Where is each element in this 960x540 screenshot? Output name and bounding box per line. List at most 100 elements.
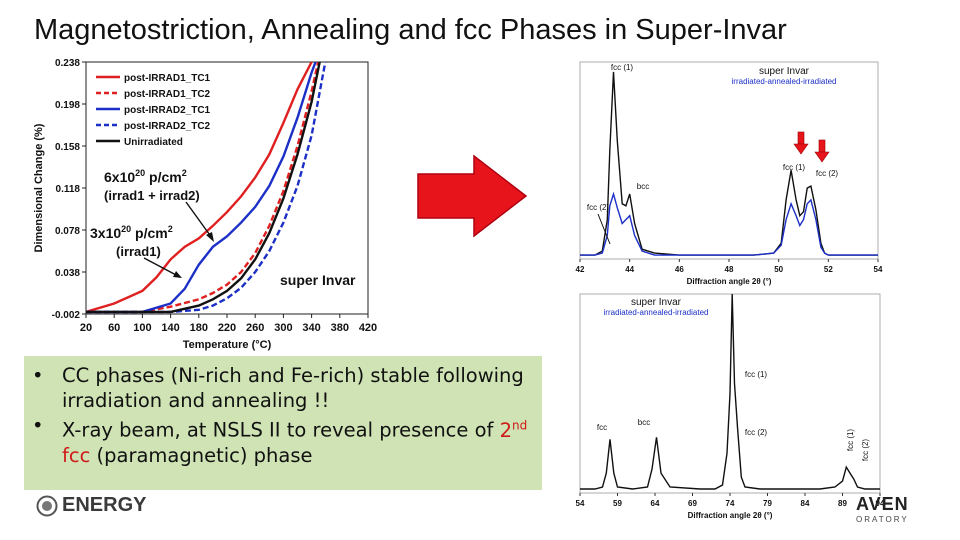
x-tick-label: 84 [801, 499, 810, 508]
dimensional-change-chart: 20 60 100 140 180 220 260 300 340 380 420-0.0020.0… [33, 58, 377, 351]
x-tick-label: 54 [576, 499, 585, 508]
annotation-part: p/cm [145, 169, 182, 185]
y-tick-label: -0.002 [52, 310, 81, 321]
x-axis-label: Temperature (°C) [183, 339, 272, 351]
x-tick-label: 100 [133, 322, 151, 334]
series-line [580, 293, 880, 490]
x-tick-label: 44 [625, 265, 634, 274]
annotation-dose-3e20: 3x1020 p/cm2 [90, 224, 173, 241]
bullet-dot: • [32, 414, 44, 437]
x-tick-label: 89 [838, 499, 847, 508]
x-tick-label: 59 [613, 499, 622, 508]
chart-title: super Invar [631, 297, 682, 308]
page-title: Magnetostriction, Annealing and fcc Phas… [34, 14, 787, 46]
x-tick-label: 54 [874, 265, 883, 274]
energy-logo-text: ENERGY [62, 494, 147, 516]
legend-label: post-IRRAD2_TC1 [124, 105, 211, 116]
peak-label: fcc (1) [611, 63, 634, 72]
x-tick-label: 380 [331, 322, 349, 334]
annotation-pointer [143, 257, 179, 277]
x-tick-label: 42 [576, 265, 585, 274]
y-tick-label: 0.118 [56, 184, 81, 195]
peak-marker-arrow-head [814, 151, 830, 163]
x-tick-label: 79 [763, 499, 772, 508]
bullet-text: X-ray beam, at NSLS II to reveal presenc… [62, 418, 528, 467]
x-tick-label: 300 [274, 322, 292, 334]
x-tick-label: 48 [725, 265, 734, 274]
peak-marker-arrow [818, 139, 826, 153]
x-tick-label: 260 [246, 322, 264, 334]
x-axis-label: Diffraction angle 2θ (°) [687, 277, 772, 286]
legend-label: post-IRRAD2_TC2 [124, 121, 211, 132]
x-tick-label: 180 [190, 322, 208, 334]
x-tick-label: 52 [824, 265, 833, 274]
xrd-chart-bottom: 54 59 64 69 74 79 84 89 94 Diffraction angle 2θ (… [576, 293, 885, 520]
x-tick-label: 340 [302, 322, 320, 334]
annotation-super-invar: super Invar [280, 272, 356, 288]
peak-marker-arrow-head [793, 143, 809, 155]
y-tick-label: 0.158 [55, 142, 80, 153]
annotation-irrad1-irrad2: (irrad1 + irrad2) [104, 188, 200, 203]
peak-label: fcc (2) [587, 203, 610, 212]
y-tick-label: 0.078 [55, 226, 80, 237]
x-tick-label: 94 [876, 499, 885, 508]
y-tick-label: 0.238 [55, 58, 80, 69]
peak-label: fcc (1) [846, 429, 855, 452]
annotation-part: 3x10 [90, 225, 121, 241]
peak-label: fcc (1) [745, 370, 768, 379]
series-line [86, 62, 321, 314]
peak-label: bcc [638, 418, 650, 427]
x-axis-label: Diffraction angle 2θ (°) [688, 511, 773, 520]
series-line [86, 62, 320, 314]
lab-logo: AVEN ORATORY [856, 494, 909, 524]
legend-label: post-IRRAD1_TC1 [124, 73, 211, 84]
peak-label: bcc [637, 182, 649, 191]
y-tick-label: 0.198 [55, 100, 80, 111]
annotation-pointer-head [206, 232, 214, 242]
annotation-sup: 20 [135, 168, 145, 178]
annotation-pointer-head [173, 271, 182, 278]
annotation-sup: 2 [182, 168, 187, 178]
y-axis-label: Dimensional Change (%) [33, 123, 45, 252]
peak-marker-arrow [797, 131, 805, 145]
peak-label: fcc [597, 423, 607, 432]
series-group [86, 62, 327, 314]
plot-frame [579, 61, 879, 260]
x-tick-label: 50 [774, 265, 783, 274]
energy-logo: ENERGY [36, 494, 146, 517]
annotation-dose-6e20: 6x1020 p/cm2 [104, 168, 187, 185]
doe-seal-icon [36, 495, 58, 516]
legend-label: Unirradiated [124, 137, 183, 148]
peak-label: fcc (2) [861, 439, 870, 462]
legend-label: post-IRRAD1_TC2 [124, 89, 211, 100]
annotation-sup: 20 [121, 224, 131, 234]
x-tick-label: 20 [80, 322, 92, 334]
x-tick-label: 46 [675, 265, 684, 274]
chart-subtitle: irradiated-annealed-irradiated [604, 308, 709, 317]
series-line [580, 191, 878, 256]
x-tick-label: 140 [161, 322, 179, 334]
bullet-item: • CC phases (Ni-rich and Fe-rich) stable… [32, 363, 534, 413]
peak-label: fcc (1) [783, 163, 806, 172]
xrd-chart-top: 42 44 46 48 50 52 54 Diffraction angle 2θ (°) su… [576, 61, 883, 286]
y-tick-label: 0.038 [55, 268, 80, 279]
annotation-pointer [597, 213, 611, 245]
right-arrow-icon [417, 154, 528, 238]
x-tick-label: 220 [218, 322, 236, 334]
annotation-irrad1: (irrad1) [116, 244, 161, 259]
lab-logo-top: AVEN [856, 494, 909, 514]
x-tick-label: 64 [651, 499, 660, 508]
series-line [86, 62, 317, 314]
series-line [86, 62, 327, 314]
annotation-pointer [185, 201, 213, 239]
x-tick-label: 69 [688, 499, 697, 508]
series-line [580, 71, 878, 256]
peak-label: fcc (2) [745, 428, 768, 437]
annotation-sup: 2 [168, 224, 173, 234]
bullet-text: CC phases (Ni-rich and Fe-rich) stable f… [62, 364, 524, 412]
series-line [86, 62, 313, 314]
bullet-box: • CC phases (Ni-rich and Fe-rich) stable… [24, 356, 542, 490]
x-tick-label: 60 [108, 322, 120, 334]
bullet-dot: • [32, 364, 44, 387]
peak-label: fcc (2) [816, 169, 839, 178]
